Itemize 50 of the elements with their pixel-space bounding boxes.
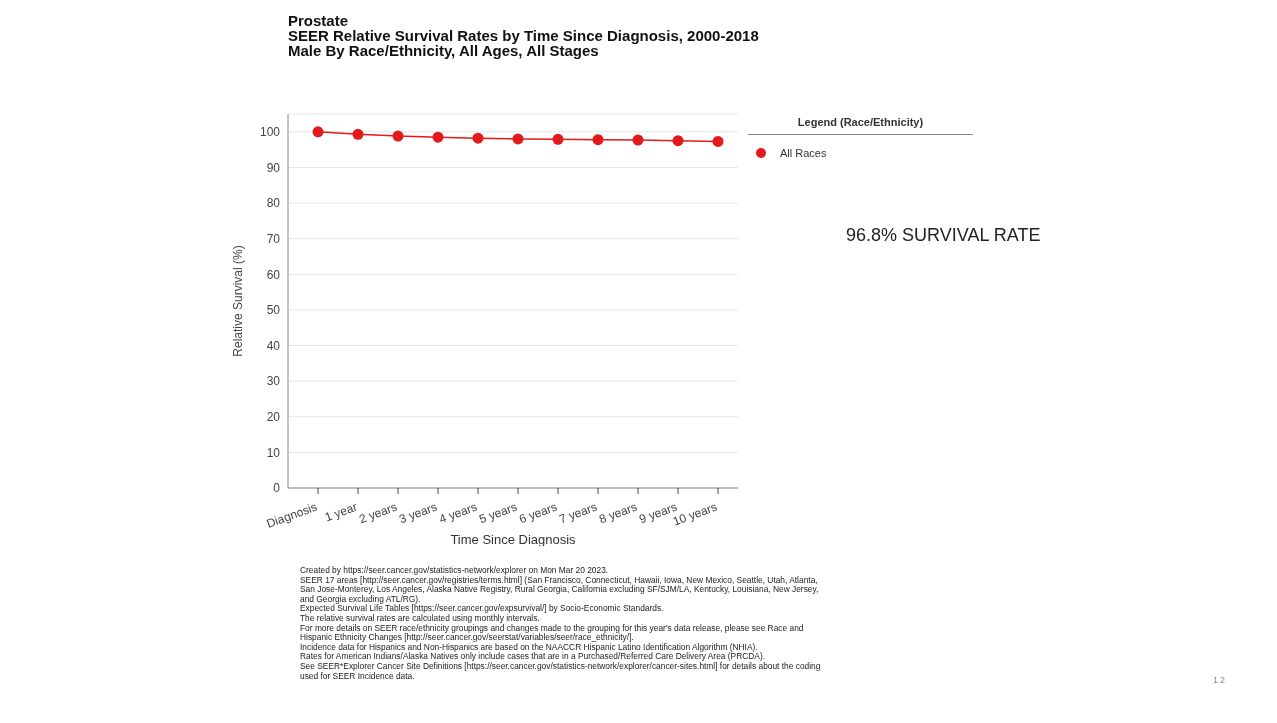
y-tick-label: 50 <box>266 303 281 318</box>
y-axis-title: Relative Survival (%) <box>231 245 246 357</box>
y-tick-label: 70 <box>266 231 281 246</box>
point <box>312 126 324 138</box>
text: See SEER*Explorer Cancer Site Definitions [https://seer.cancer.gov/statistics-network/explorer/cancer-sites.html] for details about the coding <box>300 660 821 672</box>
y-tick-label: 30 <box>266 374 281 389</box>
legend-title: Legend (Race/Ethnicity) <box>748 116 973 135</box>
x-tick-label: 7 years <box>557 499 600 527</box>
point <box>672 135 684 147</box>
y-tick-label: 40 <box>266 338 281 353</box>
text: San Jose-Monterey, Los Angeles, Alaska Native Registry, Rural Georgia, California excluding SF/SJM/LA, Kentucky, Louisiana, New Jersey, <box>300 584 820 595</box>
chart-title: Prostate <box>288 12 350 29</box>
text: 96.8% SURVIVAL RATE <box>846 225 1041 246</box>
y-tick-label: 90 <box>266 160 281 175</box>
text: Rates for American Indians/Alaska Natives only include cases that are in a Purchased/Referred Care Delivery Area (PRCDA). <box>300 651 766 662</box>
point <box>392 130 404 142</box>
point <box>552 133 564 145</box>
text: and Georgia excluding ATL/RG). <box>300 593 421 605</box>
x-tick-label: 8 years <box>597 499 640 527</box>
y-tick-label: 80 <box>266 196 281 211</box>
y-tick-label: 20 <box>266 410 281 425</box>
text: used for SEER Incidence data. <box>300 670 416 682</box>
point <box>712 135 724 147</box>
point <box>352 128 364 140</box>
x-tick-label: 3 years <box>397 499 440 527</box>
text: 12 <box>1213 675 1228 685</box>
point <box>512 133 524 145</box>
y-tick-label: 60 <box>266 267 281 282</box>
legend-label: All Races <box>780 147 827 159</box>
text: For more details on SEER race/ethnicity groupings and changes made to the grouping for this year's data release, please see Race and <box>300 622 805 634</box>
text: Expected Survival Life Tables [https://seer.cancer.gov/expsurvival/] by Socio-Economic Standards. <box>300 603 665 614</box>
text: Incidence data for Hispanics and Non-Hispanics are based on the NAACCR Hispanic Latino Identification Algorithm (NHIA). <box>300 641 758 653</box>
x-tick-label: 4 years <box>437 499 480 527</box>
text: Hispanic Ethnicity Changes [http://seer.cancer.gov/seerstat/variables/seer/race_ethnicity/]. <box>300 632 635 643</box>
point <box>432 131 444 143</box>
y-tick-label: 0 <box>273 481 281 496</box>
x-tick-label: 2 years <box>357 499 400 527</box>
chart-subtitle: SEER Relative Survival Rates by Time Since Diagnosis, 2000-2018 Male By Race/Ethnicity, All Ages, All Stages <box>288 27 759 59</box>
point <box>472 132 484 144</box>
point <box>632 134 644 146</box>
text: The relative survival rates are calculated using monthly intervals. <box>300 612 540 624</box>
text: SEER 17 areas [http://seer.cancer.gov/registries/terms.html] (San Francisco, Connecticut, Hawaii, Iowa, New Mexico, Seattle, Utah, Atlanta, <box>300 574 819 586</box>
text: Created by https://seer.cancer.gov/statistics-network/explorer on Mon Mar 20 2023. <box>300 565 610 576</box>
y-tick-label: 10 <box>266 445 281 460</box>
y-tick-label: 100 <box>259 125 281 140</box>
x-tick-label: 6 years <box>517 499 560 527</box>
x-tick-label: 1 year <box>322 499 360 525</box>
x-axis-title: Time Since Diagnosis <box>450 532 577 547</box>
x-tick-label: 5 years <box>477 499 520 527</box>
point <box>592 134 604 146</box>
